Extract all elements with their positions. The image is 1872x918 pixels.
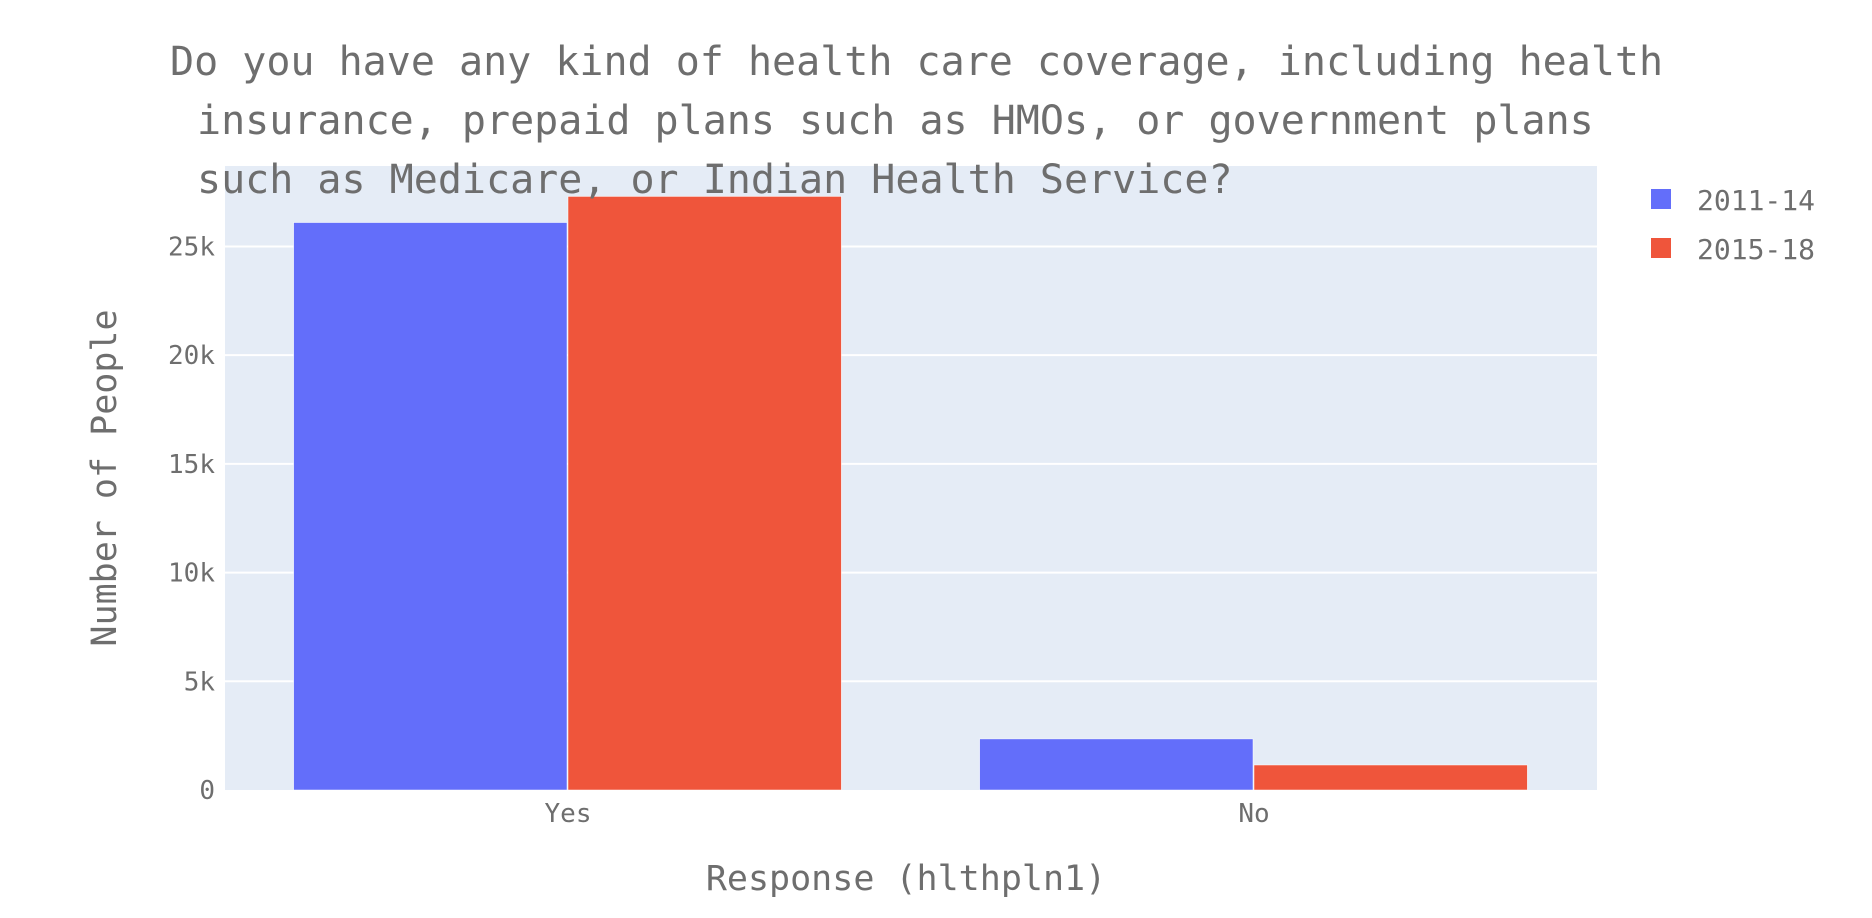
y-tick-label: 20k [168,341,215,371]
y-tick-label: 0 [199,776,215,806]
y-tick-label: 5k [184,667,216,697]
bar-2015-18-Yes[interactable] [567,196,842,791]
y-tick-label: 25k [168,232,215,262]
bars [293,196,1528,791]
chart-title: Do you have any kind of health care cove… [170,39,1663,203]
legend-swatch-2011-14 [1651,189,1671,209]
y-axis-title: Number of People [85,309,125,646]
chart-title-line-1: Do you have any kind of health care cove… [170,39,1663,85]
legend-item-2015-18[interactable]: 2015-18 [1651,233,1815,266]
bar-2015-18-No[interactable] [1253,764,1528,791]
legend[interactable]: 2011-14 2015-18 [1651,184,1815,266]
x-tick-label: No [1238,799,1269,829]
x-tick-label: Yes [545,799,592,829]
bar-2011-14-No[interactable] [979,738,1254,791]
y-tick-label: 15k [168,450,215,480]
legend-label-2011-14: 2011-14 [1697,184,1815,217]
chart-title-line-2: insurance, prepaid plans such as HMOs, o… [197,98,1594,144]
y-tick-label: 10k [168,559,215,589]
x-axis-ticks: Yes No [545,799,1270,829]
legend-item-2011-14[interactable]: 2011-14 [1651,184,1815,217]
bar-2011-14-Yes[interactable] [293,222,568,791]
y-axis-ticks: 0 5k 10k 15k 20k 25k [168,232,215,806]
legend-label-2015-18: 2015-18 [1697,233,1815,266]
legend-swatch-2015-18 [1651,238,1671,258]
chart-title-line-3: such as Medicare, or Indian Health Servi… [197,157,1233,203]
x-axis-title: Response (hlthpln1) [706,859,1106,899]
